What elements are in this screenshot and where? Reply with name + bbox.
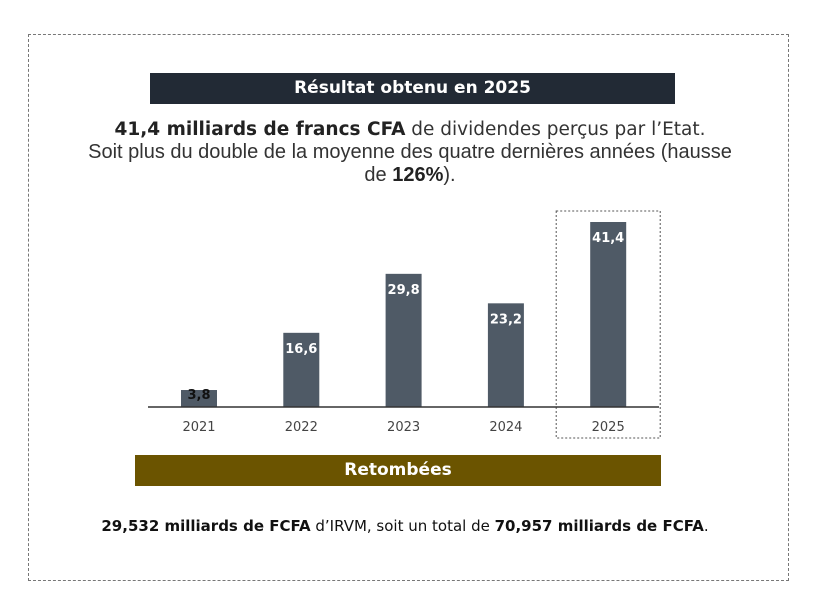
result-summary: 41,4 milliards de francs CFA de dividend… — [80, 118, 740, 187]
impact-summary: 29,532 milliards de FCFA d’IRVM, soit un… — [30, 517, 780, 535]
x-tick-2024: 2024 — [489, 420, 522, 435]
impact-banner: Retombées — [135, 455, 661, 486]
bar-2024 — [487, 303, 524, 407]
bar-2023 — [385, 273, 422, 407]
data-label-2021: 3,8 — [187, 388, 210, 403]
irvm-text: d’IRVM, soit un total de — [310, 517, 495, 535]
comparison-text: Soit plus du double de la moyenne des qu… — [88, 141, 732, 186]
data-label-2022: 16,6 — [285, 342, 317, 357]
data-label-2025: 41,4 — [592, 231, 624, 246]
increase-percent: 126% — [392, 164, 444, 186]
data-label-2023: 29,8 — [388, 283, 420, 298]
comparison-end: ). — [443, 164, 456, 186]
x-tick-2022: 2022 — [285, 420, 318, 435]
dividend-amount: 41,4 milliards de francs CFA — [114, 119, 406, 140]
footer-end: . — [703, 517, 709, 535]
bar-2025 — [590, 222, 627, 407]
bar-2021 — [181, 390, 217, 407]
outer-frame — [28, 34, 789, 581]
x-tick-2023: 2023 — [387, 420, 420, 435]
data-label-2024: 23,2 — [490, 312, 522, 327]
total-amount: 70,957 milliards de FCFA — [494, 517, 704, 535]
irvm-amount: 29,532 milliards de FCFA — [101, 517, 311, 535]
highlight-box — [555, 210, 661, 439]
x-tick-2025: 2025 — [592, 420, 625, 435]
bar-2022 — [283, 332, 320, 407]
x-tick-2021: 2021 — [182, 420, 215, 435]
result-banner: Résultat obtenu en 2025 — [150, 73, 675, 104]
dividend-text: de dividendes perçus par l’Etat. — [405, 119, 706, 140]
